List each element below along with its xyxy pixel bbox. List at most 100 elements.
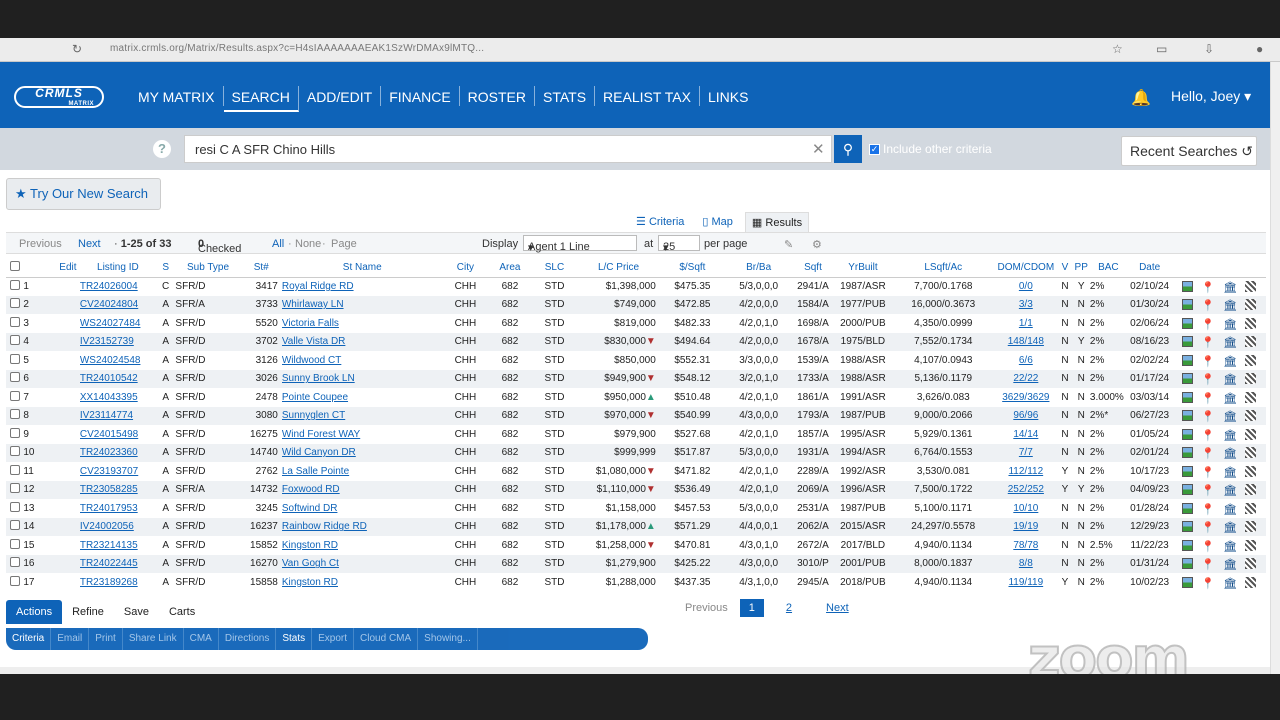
cell-id[interactable]: TR24022445 [79,558,138,570]
user-menu[interactable]: Hello, Joey ▾ [1171,88,1252,104]
col-header-12[interactable]: $/Sqft [679,262,706,274]
photo-icon[interactable] [1182,391,1194,403]
cell-stname[interactable]: Sunnyglen CT [281,410,346,422]
photo-icon[interactable] [1182,465,1194,477]
tax-building-icon[interactable]: 🏛 [1223,448,1238,461]
next-link[interactable]: Next [78,238,101,250]
photo-icon[interactable] [1182,317,1194,329]
tool-export[interactable]: Export [312,628,355,650]
tax-building-icon[interactable]: 🏛 [1223,429,1238,442]
cell-stname[interactable]: Whirlaway LN [281,299,344,311]
col-header-6[interactable]: St# [253,262,269,274]
row-checkbox[interactable] [9,427,20,438]
map-pin-icon[interactable]: 📍 [1201,577,1216,590]
select-page-link[interactable]: Page [331,238,357,250]
action-tab-refine[interactable]: Refine [72,606,104,618]
table-row[interactable]: 13 TR24017953 A SFR/D 3245 Softwind DR CHH 682 S… [6,499,1266,518]
cell-dom[interactable]: 6/6 [1018,354,1033,366]
cell-stname[interactable]: Wildwood CT [281,354,342,366]
col-header-13[interactable]: Br/Ba [746,262,772,274]
cell-dom[interactable]: 10/10 [1013,502,1039,514]
row-checkbox[interactable] [9,409,20,420]
table-row[interactable]: 16 TR24022445 A SFR/D 16270 Van Gogh Ct CHH 682… [6,554,1266,573]
col-header-5[interactable]: Sub Type [186,262,230,274]
tax-building-icon[interactable]: 🏛 [1223,355,1238,368]
cell-stname[interactable]: Kingston RD [281,576,338,588]
table-row[interactable]: 2 CV24024804 A SFR/A 3733 Whirlaway LN CHH 682 S… [6,295,1266,314]
history-grid-icon[interactable] [1245,299,1257,311]
col-header-10[interactable]: SLC [544,262,565,274]
search-button[interactable]: ⚲ [834,135,862,163]
cell-id[interactable]: TR23189268 [79,576,138,588]
action-tab-actions[interactable]: Actions [6,600,63,624]
cell-edit[interactable] [56,573,80,592]
table-row[interactable]: 15 TR23214135 A SFR/D 15852 Kingston RD CHH 682… [6,536,1266,555]
cell-dom[interactable]: 7/7 [1018,447,1033,459]
photo-icon[interactable] [1182,299,1194,311]
col-header-9[interactable]: Area [499,262,521,274]
map-pin-icon[interactable]: 📍 [1201,392,1216,405]
cell-id[interactable]: IV24002056 [79,521,134,533]
table-row[interactable]: 10 TR24023360 A SFR/D 14740 Wild Canyon DR CHH… [6,443,1266,463]
select-all-checkbox[interactable] [9,261,20,272]
per-page-select[interactable]: 25 ▾ [658,235,700,254]
cell-stname[interactable]: Softwind DR [281,502,338,514]
row-checkbox[interactable] [9,520,20,531]
table-row[interactable]: 12 TR23058285 A SFR/A 14732 Foxwood RD CHH 682 S… [6,480,1266,500]
reload-icon[interactable]: ↻ [72,42,83,56]
clear-icon[interactable]: ✕ [812,141,825,158]
photo-icon[interactable] [1182,354,1194,366]
row-checkbox[interactable] [9,280,20,290]
table-row[interactable]: 8 IV23114774 A SFR/D 3080 Sunnyglen CT CHH 682 S… [6,406,1266,426]
tax-building-icon[interactable]: 🏛 [1223,374,1238,387]
history-grid-icon[interactable] [1245,521,1257,533]
cell-stname[interactable]: Wild Canyon DR [281,447,356,459]
cell-stname[interactable]: Rainbow Ridge RD [281,521,367,533]
tool-share-link[interactable]: Share Link [123,628,184,650]
map-pin-icon[interactable]: 📍 [1201,355,1216,368]
map-pin-icon[interactable]: 📍 [1201,337,1216,350]
cell-stname[interactable]: Foxwood RD [281,484,340,496]
map-pin-icon[interactable]: 📍 [1201,300,1216,313]
nav-item-roster[interactable]: ROSTER [460,86,535,106]
col-header-20[interactable]: BAC [1098,262,1119,274]
cell-edit[interactable] [56,481,80,500]
search-input[interactable] [184,135,832,163]
crmls-logo[interactable]: CRMLS MATRIX [14,86,104,108]
photo-icon[interactable] [1182,447,1194,459]
cell-edit[interactable] [56,462,80,481]
cell-dom[interactable]: 96/96 [1013,410,1039,422]
tool-showing-[interactable]: Showing... [418,628,478,650]
try-new-search-button[interactable]: ★ Try Our New Search [6,178,161,210]
pager-previous[interactable]: Previous [685,602,728,614]
tax-building-icon[interactable]: 🏛 [1223,559,1238,572]
cell-edit[interactable] [56,407,80,426]
table-row[interactable]: 11 CV23193707 A SFR/D 2762 La Salle Pointe CHH… [6,462,1266,481]
cell-edit[interactable] [56,444,80,463]
cell-id[interactable]: TR24026004 [79,281,138,292]
cell-id[interactable]: CV24024804 [79,299,139,311]
map-pin-icon[interactable]: 📍 [1201,411,1216,424]
photo-icon[interactable] [1182,410,1194,422]
history-grid-icon[interactable] [1245,410,1257,422]
tool-cma[interactable]: CMA [184,628,219,650]
cell-id[interactable]: WS24024548 [79,354,141,366]
photo-icon[interactable] [1182,539,1194,551]
col-header-11[interactable]: L/C Price [597,262,640,274]
select-none-link[interactable]: None [295,238,322,250]
cell-edit[interactable] [56,314,80,333]
table-row[interactable]: 5 WS24024548 A SFR/D 3126 Wildwood CT CHH 682 ST… [6,351,1266,370]
action-tab-carts[interactable]: Carts [168,606,196,618]
tool-email[interactable]: Email [51,628,90,650]
nav-item-realist-tax[interactable]: REALIST TAX [595,86,700,106]
cell-stname[interactable]: Pointe Coupee [281,391,349,403]
map-pin-icon[interactable]: 📍 [1201,448,1216,461]
display-select[interactable]: Agent 1 Line ▾ [523,235,637,254]
extension-icon[interactable]: ▭ [1156,42,1168,56]
cell-stname[interactable]: Wind Forest WAY [281,428,361,440]
photo-icon[interactable] [1182,576,1194,588]
include-other-criteria[interactable]: ✓ Include other criteria [869,142,992,156]
col-header-14[interactable]: Sqft [804,262,822,274]
map-pin-icon[interactable]: 📍 [1201,429,1216,442]
col-header-15[interactable]: YrBuilt [848,262,878,274]
